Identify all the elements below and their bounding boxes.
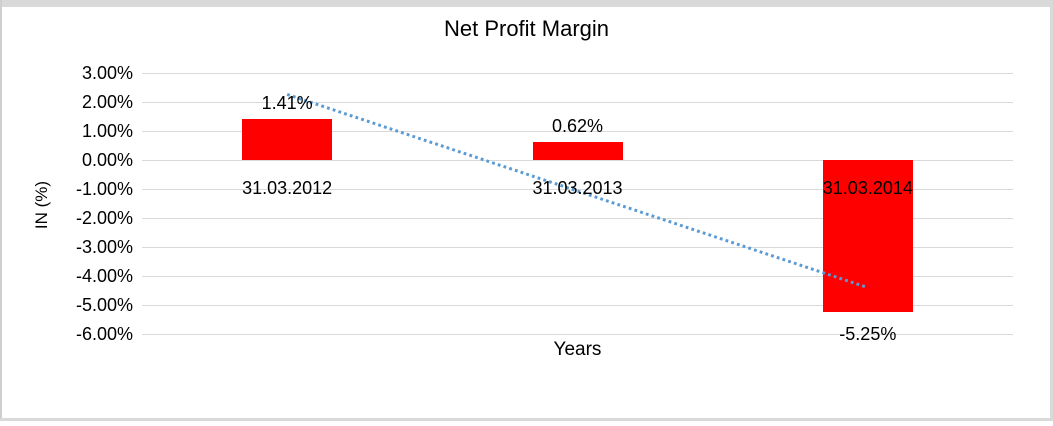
category-label: 31.03.2012 [242, 178, 333, 198]
gridline [142, 305, 1013, 306]
gridline [142, 73, 1013, 74]
y-axis-tick-label: -6.00% [75, 324, 133, 344]
y-axis-tick-label: 2.00% [81, 92, 133, 112]
y-axis-tick-label: -1.00% [75, 179, 133, 199]
window-border-left [0, 0, 2, 421]
window-border-right [1050, 0, 1053, 421]
category-label: 31.03.2014 [822, 178, 913, 198]
category-label: 31.03.2013 [532, 178, 623, 198]
y-axis-tick-label: -3.00% [75, 237, 133, 257]
gridline [142, 334, 1013, 335]
y-axis-tick-label: -5.00% [75, 295, 133, 315]
y-axis-title: IN (%) [32, 180, 51, 230]
y-axis-tick-label: 1.00% [81, 121, 133, 141]
y-axis-tick-label: -4.00% [75, 266, 133, 286]
y-axis-tick-label: -2.00% [75, 208, 133, 228]
chart-title: Net Profit Margin [443, 16, 610, 41]
data-label: -5.25% [839, 324, 897, 345]
window-border-bottom [0, 418, 1053, 421]
y-axis-tick-label: 3.00% [81, 63, 133, 83]
x-axis-title: Years [553, 339, 602, 360]
window-border-top [0, 0, 1053, 7]
y-axis-tick-label: 0.00% [81, 150, 133, 170]
bar-31.03.2013 [532, 142, 623, 160]
data-label: 1.41% [261, 93, 313, 114]
bar-31.03.2012 [242, 119, 333, 160]
data-label: 0.62% [551, 116, 604, 137]
